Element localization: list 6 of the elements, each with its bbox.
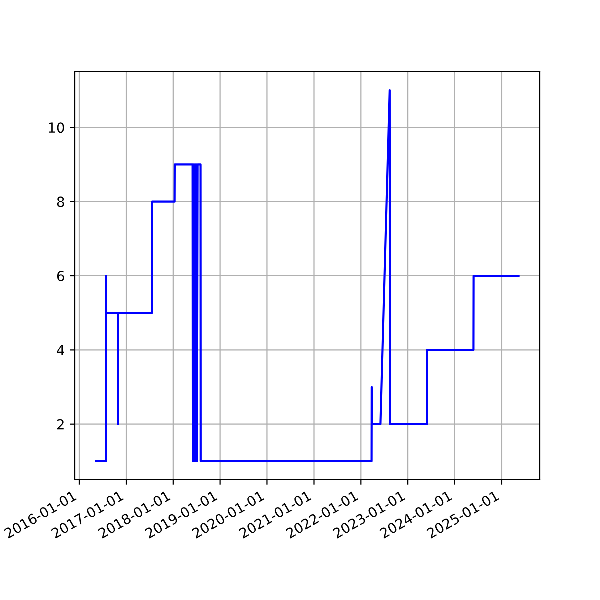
y-tick-label: 4: [57, 345, 64, 356]
y-tick-label: 6: [57, 270, 64, 282]
line-series: [95, 90, 520, 462]
y-tick-label: 10: [49, 122, 64, 134]
y-tick-label: 8: [57, 196, 64, 208]
y-tick-label: 2: [57, 419, 64, 430]
